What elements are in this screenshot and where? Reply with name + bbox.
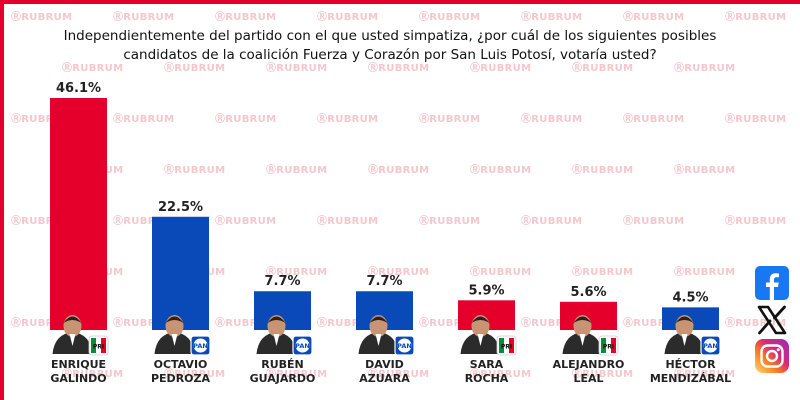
top-accent-bar xyxy=(0,0,800,4)
pan-badge-text: PAN xyxy=(397,342,412,350)
pri-badge-green xyxy=(91,338,96,353)
pan-badge-circle xyxy=(193,338,208,353)
candidate-photo xyxy=(664,315,705,354)
pri-badge-text: PRI xyxy=(603,344,614,351)
pan-logo-icon: PAN xyxy=(292,335,313,356)
pan-logo-icon: PAN xyxy=(700,335,721,356)
category-label-line: PEDROZA xyxy=(150,372,211,385)
pan-badge-circle xyxy=(295,338,310,353)
chart-question: Independientemente del partido con el qu… xyxy=(63,28,717,63)
data-label: 4.5% xyxy=(672,290,708,305)
pri-logo-icon: PRI xyxy=(88,335,109,356)
category-label-line: GALINDO xyxy=(50,372,107,385)
category-label: RUBÉN GUAJARDO xyxy=(228,358,338,386)
category-label-line: GUAJARDO xyxy=(249,372,316,385)
facebook-icon[interactable] xyxy=(755,266,789,300)
candidate-hair xyxy=(675,316,694,323)
category-label-line: OCTAVIO xyxy=(153,358,208,371)
category-label-line: HÉCTOR xyxy=(665,358,716,371)
candidate-shirt xyxy=(477,334,484,346)
category-label-line: ROCHA xyxy=(464,372,509,385)
category-label: SARA ROCHA xyxy=(432,358,542,386)
category-label-line: ENRIQUE xyxy=(50,358,107,371)
pri-badge-red xyxy=(509,338,514,353)
category-label: ENRIQUE GALINDO xyxy=(24,358,134,386)
pri-badge-green xyxy=(499,338,504,353)
candidate-photo xyxy=(256,315,297,354)
data-label: 5.6% xyxy=(570,285,606,300)
candidate-shirt xyxy=(69,334,76,346)
data-label: 22.5% xyxy=(158,200,203,215)
candidate-hair xyxy=(471,316,490,323)
pri-badge-text: PRI xyxy=(501,344,512,351)
candidate-hair xyxy=(63,316,82,323)
pri-badge-text: PRI xyxy=(93,344,104,351)
candidate-shirt xyxy=(273,334,280,346)
category-label-line: DAVID xyxy=(365,358,404,371)
category-label: OCTAVIO PEDROZA xyxy=(126,358,236,386)
pan-badge-circle xyxy=(703,338,718,353)
category-label-line: AZUARA xyxy=(359,372,410,385)
category-label: HÉCTOR MENDIZÁBAL xyxy=(636,358,746,386)
pan-badge-text: PAN xyxy=(703,342,718,350)
pan-logo-icon: PAN xyxy=(190,335,211,356)
candidate-shirt xyxy=(579,334,586,346)
pri-badge-red xyxy=(611,338,616,353)
pan-badge-text: PAN xyxy=(295,342,310,350)
data-label: 7.7% xyxy=(366,274,402,289)
pri-badge-white xyxy=(606,338,611,353)
candidate-shirt xyxy=(171,334,178,346)
candidate-photo xyxy=(52,315,93,354)
candidate-hair xyxy=(165,316,184,323)
candidate-photo xyxy=(358,315,399,354)
candidate-hair xyxy=(369,316,388,323)
pri-logo-icon: PRI xyxy=(598,335,619,356)
bar xyxy=(152,216,209,330)
candidate-hair xyxy=(573,316,592,323)
pan-badge-circle xyxy=(397,338,412,353)
category-label-line: RUBÉN xyxy=(261,358,304,371)
category-label-line: LEAL xyxy=(573,372,604,385)
instagram-icon[interactable] xyxy=(755,339,789,373)
category-label: DAVID AZUARA xyxy=(330,358,440,386)
category-label-line: SARA xyxy=(469,358,504,371)
x-icon[interactable] xyxy=(755,303,789,337)
data-label: 7.7% xyxy=(264,274,300,289)
data-label: 46.1% xyxy=(56,81,101,96)
candidate-shirt xyxy=(375,334,382,346)
category-label: ALEJANDRO LEAL xyxy=(534,358,644,386)
candidate-photo xyxy=(154,315,195,354)
pri-badge-green xyxy=(601,338,606,353)
pri-logo-icon: PRI xyxy=(496,335,517,356)
data-label: 5.9% xyxy=(468,283,504,298)
candidate-shirt xyxy=(681,334,688,346)
candidate-photo xyxy=(460,315,501,354)
category-label-line: MENDIZÁBAL xyxy=(649,372,732,385)
pri-badge-white xyxy=(96,338,101,353)
category-label-line: ALEJANDRO xyxy=(552,358,625,371)
pri-badge-white xyxy=(504,338,509,353)
pan-logo-icon: PAN xyxy=(394,335,415,356)
candidate-hair xyxy=(267,316,286,323)
candidate-photo xyxy=(562,315,603,354)
bar xyxy=(50,98,107,330)
pan-badge-text: PAN xyxy=(193,342,208,350)
pri-badge-red xyxy=(101,338,106,353)
left-accent-bar xyxy=(0,0,4,400)
